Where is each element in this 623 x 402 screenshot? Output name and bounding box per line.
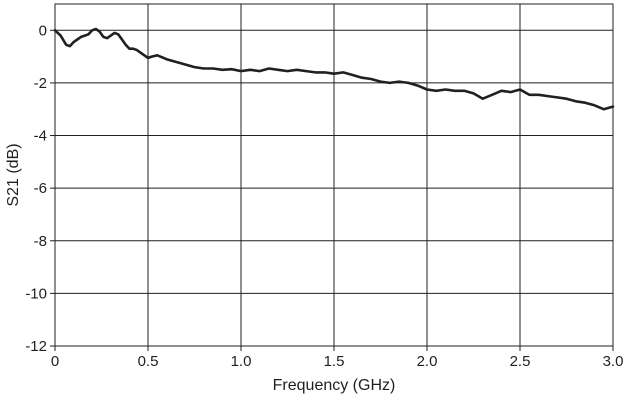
y-tick-label: -2 <box>34 75 47 92</box>
y-tick-label: -12 <box>25 338 47 355</box>
y-axis-title: S21 (dB) <box>5 143 22 206</box>
y-tick-label: -6 <box>34 180 47 197</box>
y-tick-label: -8 <box>34 233 47 250</box>
grid-lines <box>55 4 613 347</box>
x-tick-labels: 0 0.5 1.0 1.5 2.0 2.5 3.0 <box>51 353 623 370</box>
y-tick-label: 0 <box>39 22 47 39</box>
x-tick-label: 3.0 <box>603 353 623 370</box>
y-tick-label: -4 <box>34 128 47 145</box>
x-tick-label: 2.5 <box>510 353 531 370</box>
s21-series-line <box>53 27 615 111</box>
x-tick-label: 1.5 <box>324 353 345 370</box>
x-tick-label: 2.0 <box>417 353 438 370</box>
axis-ticks <box>50 29 614 351</box>
y-tick-label: -10 <box>25 285 47 302</box>
x-tick-label: 0 <box>51 353 59 370</box>
x-axis-title: Frequency (GHz) <box>273 377 396 394</box>
x-tick-label: 1.0 <box>231 353 252 370</box>
x-tick-label: 0.5 <box>138 353 159 370</box>
y-tick-labels: 0 -2 -4 -6 -8 -10 -12 <box>25 22 47 355</box>
